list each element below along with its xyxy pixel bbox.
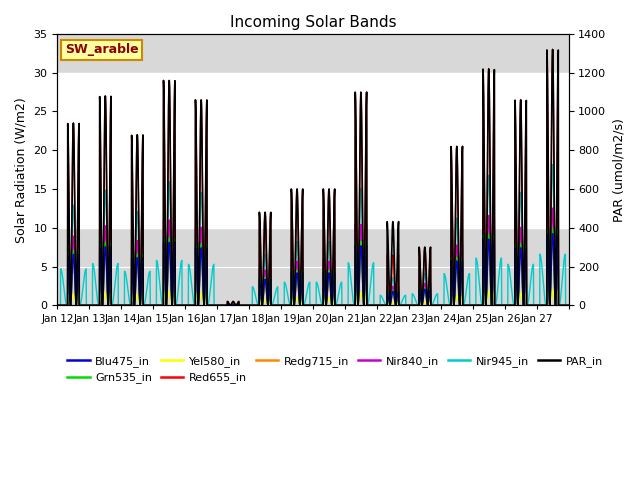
Title: Incoming Solar Bands: Incoming Solar Bands — [230, 15, 396, 30]
Bar — [58, 72, 568, 228]
Y-axis label: Solar Radiation (W/m2): Solar Radiation (W/m2) — [15, 97, 28, 242]
Legend: Blu475_in, Grn535_in, Yel580_in, Red655_in, Redg715_in, Nir840_in, Nir945_in, PA: Blu475_in, Grn535_in, Yel580_in, Red655_… — [63, 352, 607, 388]
Text: SW_arable: SW_arable — [65, 44, 139, 57]
Y-axis label: PAR (umol/m2/s): PAR (umol/m2/s) — [612, 118, 625, 222]
